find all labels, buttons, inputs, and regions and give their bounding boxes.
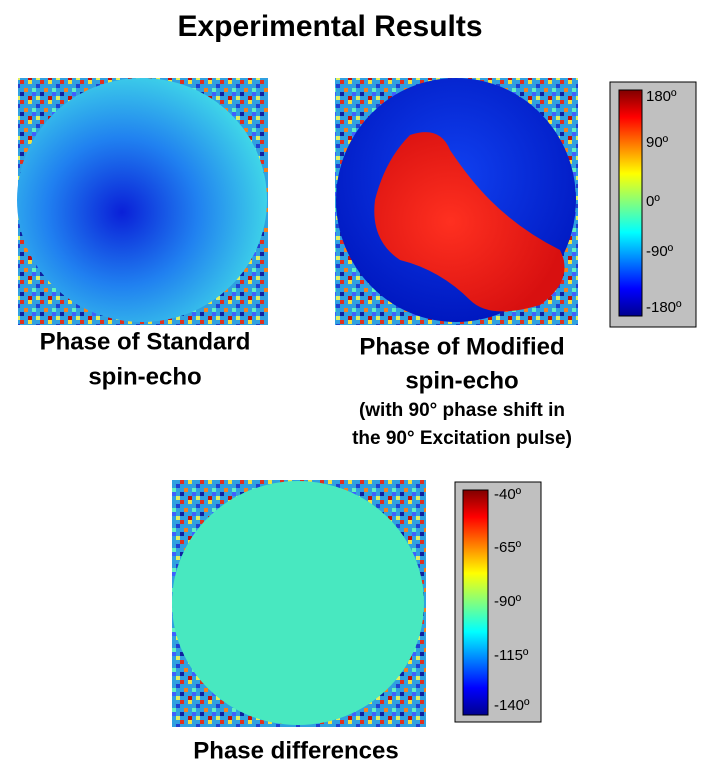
colorbar-label: -180º xyxy=(646,299,682,316)
colorbar-label: 0º xyxy=(646,193,660,210)
caption: Phase of Modified xyxy=(359,333,564,360)
colorbar-label: -65º xyxy=(494,539,522,556)
colorbar-label: -90º xyxy=(646,243,674,260)
phase-map-difference xyxy=(172,480,426,727)
colorbar-label: -90º xyxy=(494,593,522,610)
title: Experimental Results xyxy=(177,10,482,43)
caption-note: (with 90° phase shift in xyxy=(359,400,565,421)
caption-note: the 90° Excitation pulse) xyxy=(352,428,572,449)
colorbar-label: -140º xyxy=(494,697,530,714)
caption: Phase of Standard xyxy=(40,328,251,355)
caption: spin-echo xyxy=(405,367,518,394)
phase-map-standard xyxy=(17,78,268,325)
colorbar-label: -115º xyxy=(494,647,529,664)
phase-map-modified xyxy=(335,78,578,325)
caption: spin-echo xyxy=(88,363,201,390)
colorbar: 180º 90º 0º -90º -180º xyxy=(609,81,697,328)
colorbar-label: -40º xyxy=(494,486,522,503)
colorbar-label: 180º xyxy=(646,88,677,105)
colorbar: -40º -65º -90º -115º -140º xyxy=(454,481,542,723)
colorbar-label: 90º xyxy=(646,134,669,151)
caption: Phase differences xyxy=(193,737,398,764)
